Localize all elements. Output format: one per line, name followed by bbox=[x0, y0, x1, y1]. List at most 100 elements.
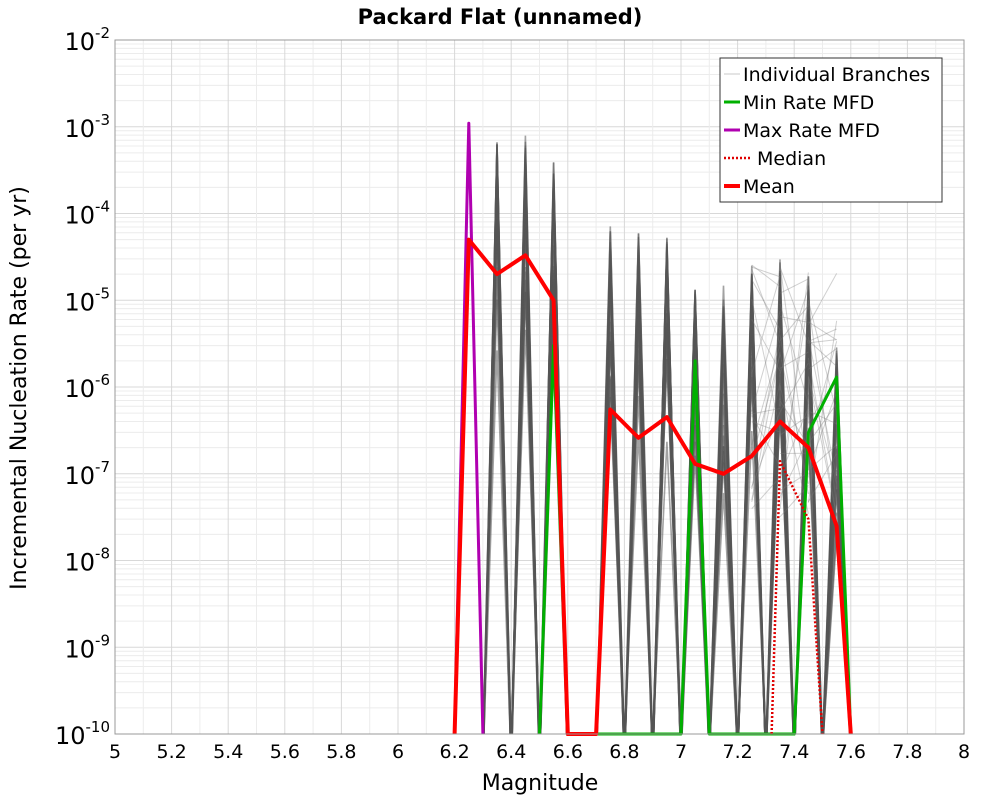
x-tick-label: 7.6 bbox=[836, 741, 866, 763]
branch-link bbox=[779, 267, 809, 344]
branch-link bbox=[779, 484, 809, 518]
y-tick-label: 10-8 bbox=[64, 545, 110, 577]
legend-label: Individual Branches bbox=[743, 64, 930, 86]
branch-link bbox=[779, 335, 809, 495]
branch-link bbox=[807, 273, 838, 325]
branch-link bbox=[779, 305, 809, 341]
series-line-mean bbox=[452, 237, 853, 736]
x-tick-label: 7.8 bbox=[892, 741, 922, 763]
branch-link bbox=[807, 376, 838, 484]
y-tick-label: 10-9 bbox=[64, 631, 110, 663]
branch-link bbox=[779, 407, 809, 477]
branch-link bbox=[779, 415, 809, 436]
series-line-median bbox=[770, 459, 824, 735]
x-tick-label: 6.2 bbox=[439, 741, 469, 763]
branch-link bbox=[779, 303, 809, 405]
x-tick-label: 8 bbox=[958, 741, 970, 763]
branch-line bbox=[709, 393, 738, 735]
branch-link bbox=[808, 339, 837, 367]
branch-link bbox=[779, 272, 809, 510]
branch-line bbox=[483, 350, 511, 735]
branch-line bbox=[766, 280, 795, 735]
y-tick-label: 10-2 bbox=[64, 24, 110, 56]
branch-link bbox=[808, 339, 837, 344]
y-axis-label: Incremental Nucleation Rate (per yr) bbox=[7, 186, 32, 590]
branch-line bbox=[765, 369, 795, 735]
branch-line bbox=[652, 261, 682, 735]
branch-link bbox=[751, 279, 781, 330]
branch-link bbox=[751, 275, 781, 374]
x-axis-label: Magnitude bbox=[482, 771, 599, 796]
x-tick-label: 6.6 bbox=[553, 741, 583, 763]
x-tick-label: 7.4 bbox=[779, 741, 809, 763]
branch-link bbox=[779, 472, 809, 491]
branch-line bbox=[737, 311, 766, 735]
y-tick-labels: 10-2 10-3 10-4 10-5 10-6 10-7 10-8 10-9 10-10 bbox=[55, 24, 110, 750]
grid-layer bbox=[114, 40, 965, 735]
branch-link bbox=[779, 353, 809, 485]
plot-border bbox=[114, 39, 965, 735]
branch-line bbox=[510, 172, 540, 735]
branch-link bbox=[779, 400, 809, 446]
x-tick-label: 5.4 bbox=[213, 741, 243, 763]
y-tick-label: 10-10 bbox=[55, 718, 110, 750]
series-layer bbox=[452, 121, 853, 736]
branch-link bbox=[808, 328, 837, 342]
branch-link bbox=[779, 437, 809, 497]
branch-link bbox=[807, 377, 838, 517]
y-tick-label: 10-5 bbox=[64, 284, 110, 316]
x-tick-label: 6.4 bbox=[496, 741, 526, 763]
branch-link bbox=[751, 351, 781, 500]
branch-link bbox=[751, 328, 781, 490]
branch-link bbox=[751, 354, 781, 461]
branch-line bbox=[794, 276, 823, 735]
branch-link bbox=[751, 408, 781, 415]
x-tick-label: 6.8 bbox=[609, 741, 639, 763]
branch-link bbox=[751, 269, 781, 344]
x-tick-label: 6 bbox=[392, 741, 404, 763]
branch-link bbox=[779, 362, 809, 413]
branch-link bbox=[751, 319, 781, 372]
x-tick-label: 5.2 bbox=[156, 741, 186, 763]
branch-link bbox=[779, 288, 809, 374]
branch-line bbox=[652, 324, 681, 735]
legend-label: Max Rate MFD bbox=[743, 120, 880, 142]
legend-label: Min Rate MFD bbox=[743, 92, 874, 114]
y-tick-label: 10-7 bbox=[64, 458, 110, 490]
x-tick-label: 7.2 bbox=[722, 741, 752, 763]
branch-link bbox=[807, 403, 838, 444]
branch-line bbox=[709, 306, 738, 735]
x-tick-label: 5.6 bbox=[270, 741, 300, 763]
branch-link bbox=[807, 357, 838, 516]
branch-link bbox=[807, 453, 838, 503]
branch-line bbox=[652, 441, 682, 735]
branch-link bbox=[751, 266, 781, 278]
branch-link bbox=[808, 410, 837, 425]
branch-link bbox=[779, 351, 809, 369]
branch-link bbox=[807, 320, 838, 503]
branch-link bbox=[751, 298, 781, 430]
branch-link bbox=[751, 264, 781, 288]
legend-label: Median bbox=[757, 148, 826, 170]
y-tick-label: 10-4 bbox=[64, 198, 110, 230]
branch-link bbox=[779, 300, 809, 484]
x-tick-label: 5.8 bbox=[326, 741, 356, 763]
x-tick-label: 7 bbox=[675, 741, 687, 763]
branch-link bbox=[779, 316, 809, 323]
branch-link bbox=[808, 348, 837, 370]
x-tick-labels: 5 5.2 5.4 5.6 5.8 6 6.2 6.4 6.6 6.8 7 7.2 7.4 7.6 7.8 8 bbox=[109, 741, 970, 763]
y-tick-label: 10-6 bbox=[64, 371, 110, 403]
branch-line bbox=[709, 493, 738, 735]
legend-label: Mean bbox=[743, 176, 795, 198]
chart-title: Packard Flat (unnamed) bbox=[358, 5, 643, 29]
branch-link bbox=[751, 311, 781, 412]
x-tick-label: 5 bbox=[109, 741, 121, 763]
legend-items: Individual Branches Min Rate MFD Max Rate … bbox=[724, 64, 930, 198]
branch-link bbox=[808, 321, 837, 341]
legend: Individual Branches Min Rate MFD Max Rate … bbox=[719, 57, 943, 203]
branch-link bbox=[751, 344, 781, 446]
branch-link bbox=[779, 278, 809, 294]
branch-link bbox=[751, 476, 781, 510]
